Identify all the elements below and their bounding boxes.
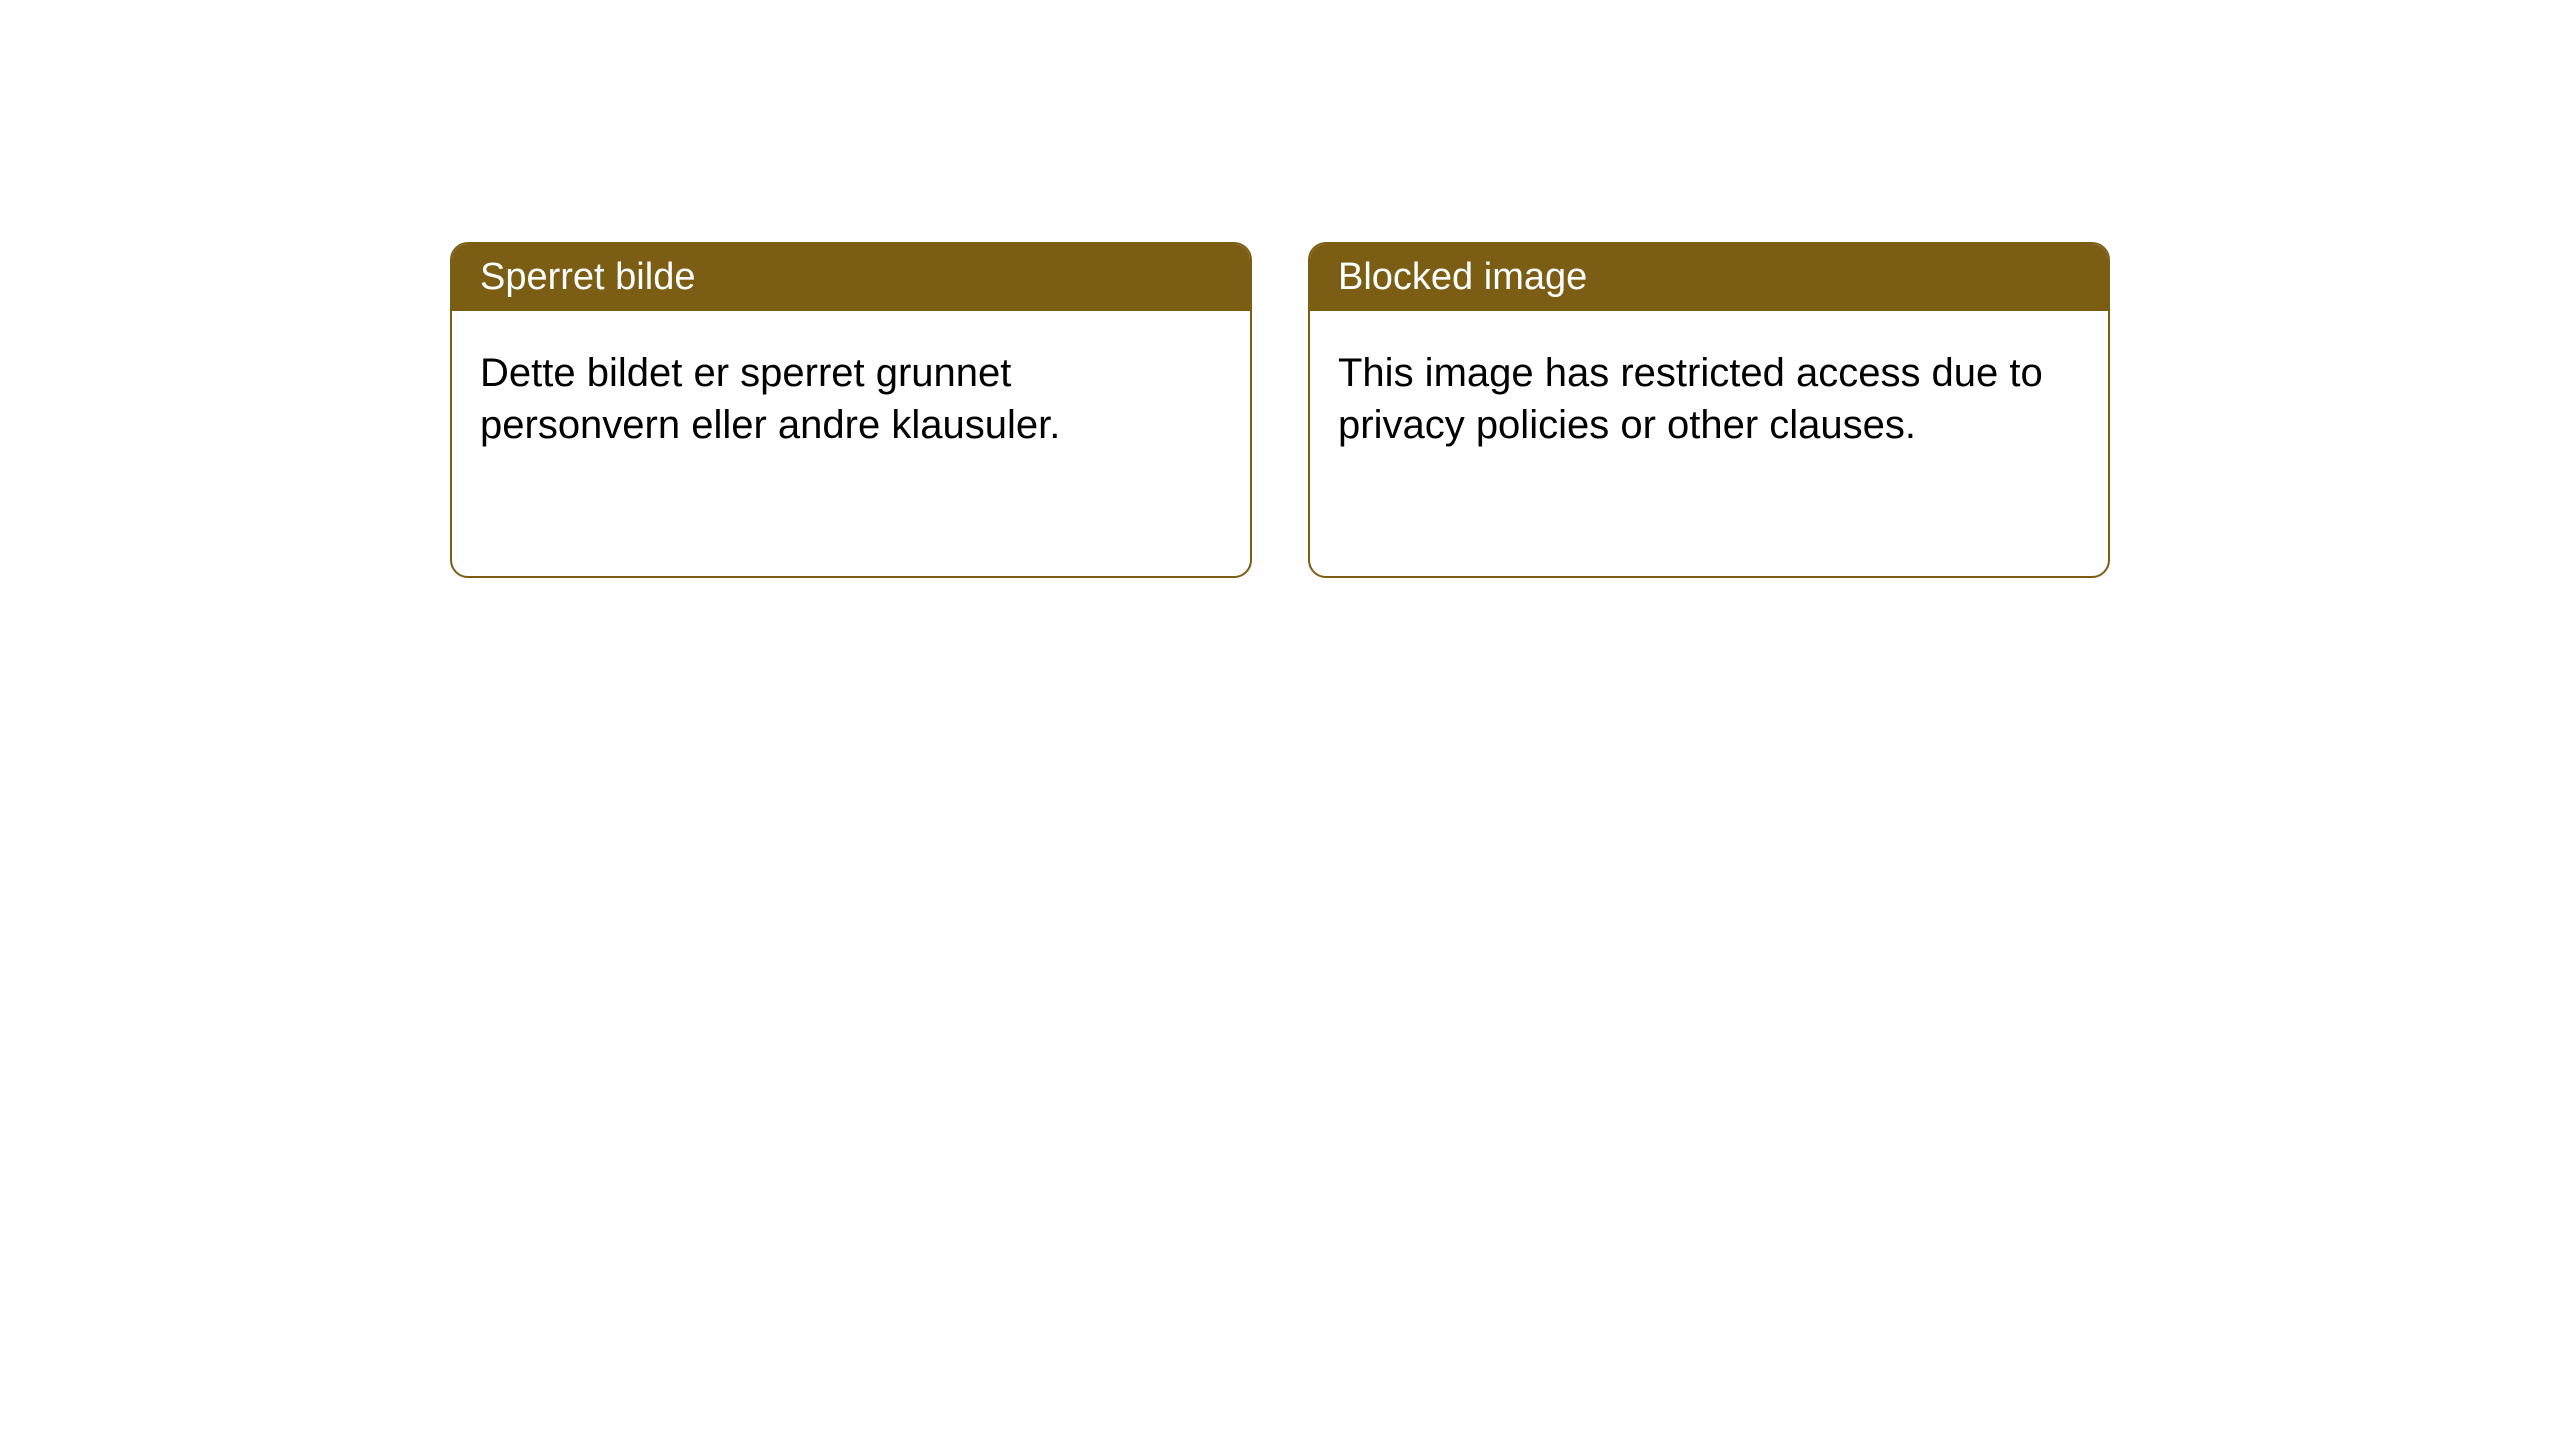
notice-card-title: Sperret bilde [452, 244, 1250, 311]
notice-card-norwegian: Sperret bilde Dette bildet er sperret gr… [450, 242, 1252, 578]
notice-card-english: Blocked image This image has restricted … [1308, 242, 2110, 578]
notice-card-body: Dette bildet er sperret grunnet personve… [452, 311, 1250, 487]
notice-container: Sperret bilde Dette bildet er sperret gr… [0, 0, 2560, 578]
notice-card-title: Blocked image [1310, 244, 2108, 311]
notice-card-body: This image has restricted access due to … [1310, 311, 2108, 487]
